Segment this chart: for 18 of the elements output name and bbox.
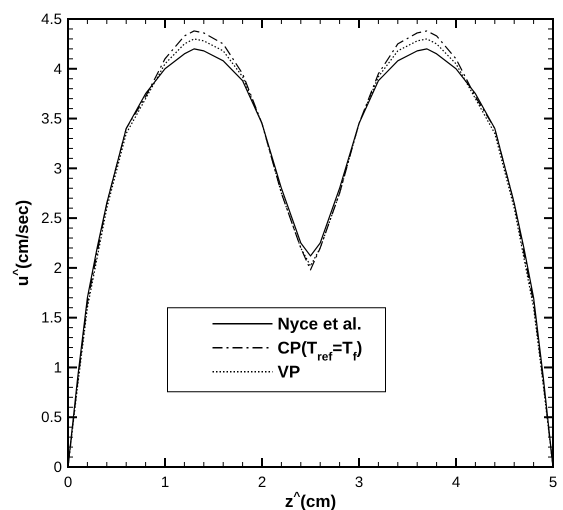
y-tick-label: 2 (54, 260, 62, 277)
y-tick-label: 1 (54, 359, 62, 376)
y-tick-label: 4 (54, 60, 62, 78)
y-tick-label: 3 (54, 160, 62, 178)
x-tick-label: 3 (354, 474, 364, 491)
y-tick-label: 0.5 (41, 409, 62, 426)
y-tick-label: 0 (54, 459, 62, 476)
y-tick-label: 1.5 (41, 310, 62, 327)
legend-label: Nyce et al. (278, 314, 362, 334)
y-tick-label: 2.5 (41, 210, 62, 228)
y-tick-label: 4.5 (41, 11, 62, 28)
legend-label: VP (278, 362, 300, 382)
x-tick-label: 5 (548, 474, 558, 491)
y-tick-label: 3.5 (41, 110, 62, 128)
x-tick-label: 1 (160, 474, 170, 491)
x-tick-label: 4 (452, 474, 460, 491)
x-tick-label: 2 (258, 474, 266, 491)
legend-label: CP(T$_{ref}$=T$_{f}$) (278, 338, 362, 364)
